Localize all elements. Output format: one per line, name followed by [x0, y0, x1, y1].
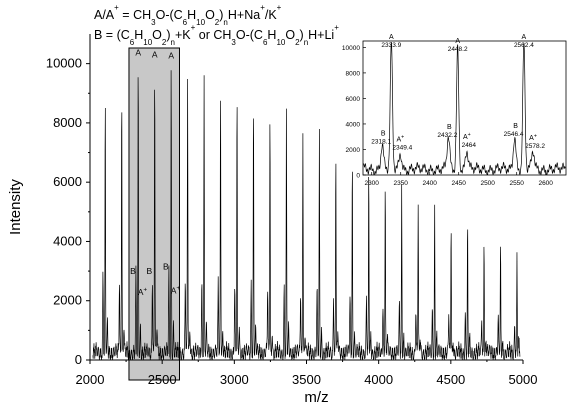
inset-x-tick-label: 2500: [480, 180, 495, 187]
peak-annotation-a: A: [135, 48, 141, 58]
peak-annotation-b: B: [147, 266, 153, 276]
legend-line-a: A/A+ = CH3O-(C6H10O2)nH+Na+/K+: [94, 2, 282, 27]
inset-peak-value: 2318.1: [371, 138, 391, 145]
inset-x-tick-label: 2300: [364, 180, 379, 187]
peak-annotation-a-plus: A+: [171, 285, 181, 295]
inset-peak-type-a-plus: A+: [396, 135, 404, 144]
x-axis-label: m/z: [304, 389, 328, 406]
inset-peak-value: 2578.2: [525, 143, 545, 150]
y-tick-label: 0: [75, 352, 82, 367]
inset-peak-value: 2562.4: [514, 42, 534, 49]
inset-peak-type-b: B: [513, 123, 518, 130]
inset-peak-type-a-plus: A+: [529, 133, 537, 142]
inset-peak-value: 2432.2: [437, 132, 457, 139]
inset-peak-type-a: A: [389, 34, 394, 41]
inset-x-tick-label: 2350: [393, 180, 408, 187]
inset-trace: [363, 42, 566, 175]
x-tick-label: 3000: [220, 372, 249, 387]
x-tick-label: 2000: [76, 372, 105, 387]
inset-peak-value: 2333.9: [381, 42, 401, 49]
inset-x-tick-label: 2600: [538, 180, 553, 187]
inset-peak-type-b: B: [381, 130, 386, 137]
y-tick-label: 2000: [53, 293, 82, 308]
inset-x-tick-label: 2450: [451, 180, 466, 187]
y-tick-label: 10000: [46, 56, 82, 71]
inset-y-tick-label: 2000: [346, 147, 361, 154]
peak-annotation-a: A: [168, 50, 174, 60]
inset-y-tick-label: 0: [356, 173, 360, 180]
x-tick-label: 4500: [436, 372, 465, 387]
main-plot: 0 2000 4000 6000 8000 10000 2000 2500 3000 3500 40…: [7, 34, 537, 406]
peak-annotation-b: B: [163, 262, 169, 272]
peak-annotation-a-plus: A+: [138, 286, 148, 296]
x-tick-label: 3500: [292, 372, 321, 387]
inset-plot: 0 2000 4000 6000 8000 10000 2300 2350 2400 2450 25…: [342, 34, 567, 187]
legend-line-b: B = (C6H10O2)n+K+ or CH3O-(C6H10O2)nH+Li…: [94, 22, 339, 47]
inset-y-tick-label: 10000: [342, 45, 360, 52]
x-tick-label: 5000: [509, 372, 538, 387]
y-tick-label: 8000: [53, 115, 82, 130]
x-tick-label: 2500: [148, 372, 177, 387]
y-tick-label: 4000: [53, 233, 82, 248]
inset-x-tick-label: 2400: [422, 180, 437, 187]
inset-peak-type-a: A: [455, 38, 460, 45]
peak-annotation-a: A: [152, 50, 158, 60]
inset-x-tick-label: 2550: [509, 180, 524, 187]
spectrum-trace: [92, 70, 521, 361]
y-tick-label: 6000: [53, 174, 82, 189]
inset-peak-type-b: B: [447, 124, 452, 131]
inset-peak-value: 2349.4: [392, 144, 412, 151]
x-tick-label: 4000: [364, 372, 393, 387]
inset-y-tick-label: 4000: [346, 121, 361, 128]
inset-peak-type-a: A: [522, 34, 527, 41]
inset-y-tick-label: 8000: [346, 70, 361, 77]
inset-peak-value: 2448.2: [448, 46, 468, 53]
peak-annotation-b: B: [130, 266, 136, 276]
inset-peak-value: 2546.4: [504, 131, 524, 138]
y-axis-label: Intensity: [7, 179, 24, 235]
inset-peak-value: 2464: [462, 142, 477, 149]
inset-peak-type-a-plus: A+: [463, 132, 471, 141]
inset-y-tick-label: 6000: [346, 96, 361, 103]
